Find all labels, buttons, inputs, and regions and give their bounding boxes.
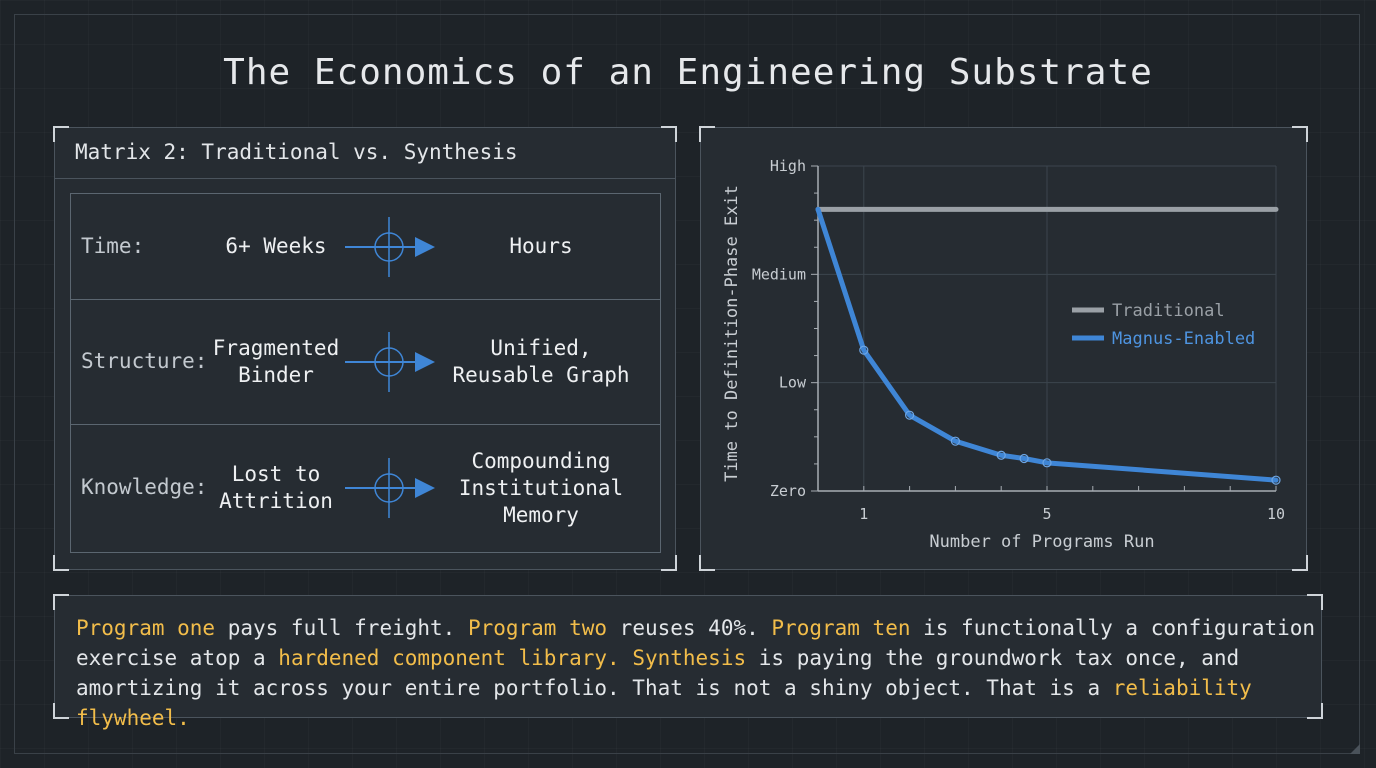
matrix-row-label: Structure: <box>81 348 208 373</box>
matrix-row: Knowledge: Lost to Attrition Compounding Ins… <box>71 424 660 552</box>
crosshair-arrow-icon <box>345 216 435 277</box>
summary-text: Program one pays full freight. Program t… <box>76 613 1316 733</box>
summary-highlight: Program two <box>467 616 608 640</box>
summary-segment <box>620 646 633 670</box>
x-tick-label: 5 <box>1042 505 1051 523</box>
data-point <box>905 410 915 420</box>
summary-segment: reuses 40%. <box>607 616 772 640</box>
data-point <box>950 436 960 446</box>
matrix-synthesis-value: Unified, Reusable Graph <box>452 335 630 387</box>
summary-highlight: hardened component library. <box>278 646 620 670</box>
crosshair-arrow-icon <box>345 331 435 392</box>
summary-highlight: Program ten <box>771 616 911 640</box>
matrix-row-label: Time: <box>81 233 145 258</box>
summary-segment: pays full freight. <box>215 616 468 640</box>
summary-segment: is paying the groundwork tax once, and a… <box>76 646 1240 700</box>
data-point <box>1271 475 1281 485</box>
matrix-synthesis-value: Hours <box>509 234 573 258</box>
matrix-traditional-value: Lost to Attrition <box>219 462 333 513</box>
legend-label: Magnus-Enabled <box>1112 329 1255 349</box>
chart-panel: Zero Low Medium High 1 5 10 Number of Programs … <box>699 126 1308 571</box>
data-point <box>1019 453 1029 464</box>
matrix-table: Time: 6+ Weeks Hours Structure: Fragmented Bi… <box>70 193 661 553</box>
x-tick-label: 1 <box>859 505 868 523</box>
summary-highlight: Synthesis <box>632 646 747 670</box>
matrix-row: Time: 6+ Weeks Hours <box>71 194 660 300</box>
data-point <box>859 345 869 355</box>
summary-segment: is functionally a configuration exercise… <box>76 616 1316 670</box>
corner-triangle-icon <box>1350 744 1360 754</box>
matrix-panel: Matrix 2: Traditional vs. Synthesis Time… <box>53 126 677 571</box>
legend-label: Traditional <box>1112 301 1225 321</box>
summary-highlight: reliability flywheel. <box>76 676 1252 730</box>
matrix-synthesis-value: Compounding Institutional Memory <box>458 448 624 527</box>
y-tick-label: Zero <box>770 482 806 500</box>
outer-frame <box>14 14 1360 754</box>
page-title: The Economics of an Engineering Substrat… <box>223 52 1153 93</box>
matrix-title: Matrix 2: Traditional vs. Synthesis <box>75 140 518 164</box>
y-axis-label: Time to Definition-Phase Exit <box>722 185 742 482</box>
matrix-traditional-value: 6+ Weeks <box>225 234 327 258</box>
line-chart: Zero Low Medium High 1 5 10 Number of Programs … <box>722 157 1285 552</box>
matrix-row-label: Knowledge: <box>81 475 208 499</box>
summary-highlight: Program one <box>76 616 216 640</box>
matrix-divider <box>55 178 675 179</box>
summary-panel: Program one pays full freight. Program t… <box>53 594 1323 730</box>
crosshair-arrow-icon <box>345 458 435 518</box>
matrix-row: Structure: Fragmented Binder Unified, Reusab… <box>71 299 660 425</box>
matrix-traditional-value: Fragmented Binder <box>212 335 340 387</box>
x-tick-label: 10 <box>1267 505 1285 523</box>
data-point <box>996 450 1006 460</box>
data-point <box>1042 458 1052 468</box>
y-tick-label: Low <box>779 374 807 392</box>
y-tick-label: Medium <box>752 265 806 283</box>
y-tick-label: High <box>770 157 806 175</box>
x-axis-label: Number of Programs Run <box>929 532 1154 552</box>
